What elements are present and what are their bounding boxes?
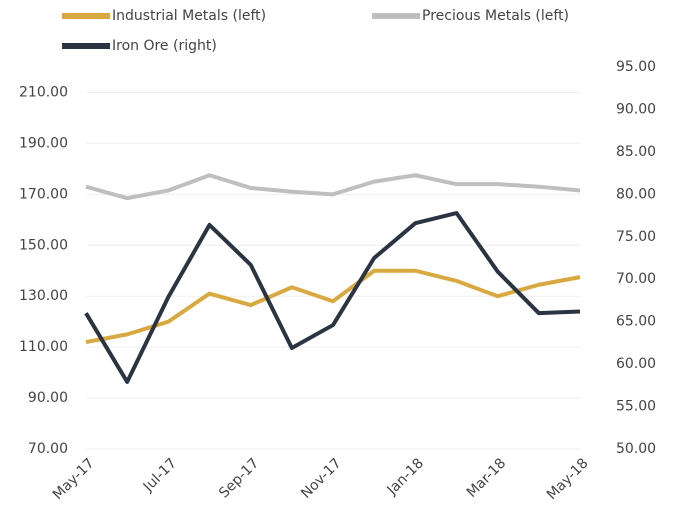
y2-tick-label: 55.00	[616, 399, 656, 415]
y2-tick-label: 95.00	[616, 59, 656, 75]
x-tick-label: Mar-18	[464, 455, 510, 501]
y-tick-label: 70.00	[28, 441, 68, 457]
y2-tick-label: 65.00	[616, 314, 656, 330]
y2-tick-label: 50.00	[616, 441, 656, 457]
y-tick-label: 150.00	[19, 237, 68, 253]
legend-label: Iron Ore (right)	[112, 38, 217, 54]
y-tick-label: 210.00	[19, 84, 68, 100]
y-tick-label: 170.00	[19, 186, 68, 202]
legend-label: Industrial Metals (left)	[112, 8, 266, 24]
x-tick-label: Nov-17	[298, 455, 345, 502]
series-line	[84, 211, 581, 384]
x-tick-label: May-18	[544, 455, 592, 503]
y2-tick-label: 75.00	[616, 229, 656, 245]
x-tick-label: Jul-17	[140, 455, 180, 495]
y2-tick-label: 70.00	[616, 271, 656, 287]
y2-tick-label: 80.00	[616, 186, 656, 202]
x-tick-label: May-17	[50, 455, 98, 503]
x-tick-label: Jan-18	[384, 455, 427, 498]
x-tick-label: Sep-17	[216, 455, 262, 501]
y2-tick-label: 90.00	[616, 101, 656, 117]
series-line	[85, 173, 581, 201]
y2-tick-label: 85.00	[616, 144, 656, 160]
series-line	[85, 268, 581, 345]
y-tick-label: 110.00	[19, 339, 68, 355]
y-tick-label: 130.00	[19, 288, 68, 304]
legend-label: Precious Metals (left)	[422, 8, 569, 24]
y-tick-label: 90.00	[28, 390, 68, 406]
y-tick-label: 190.00	[19, 135, 68, 151]
y2-tick-label: 60.00	[616, 356, 656, 372]
